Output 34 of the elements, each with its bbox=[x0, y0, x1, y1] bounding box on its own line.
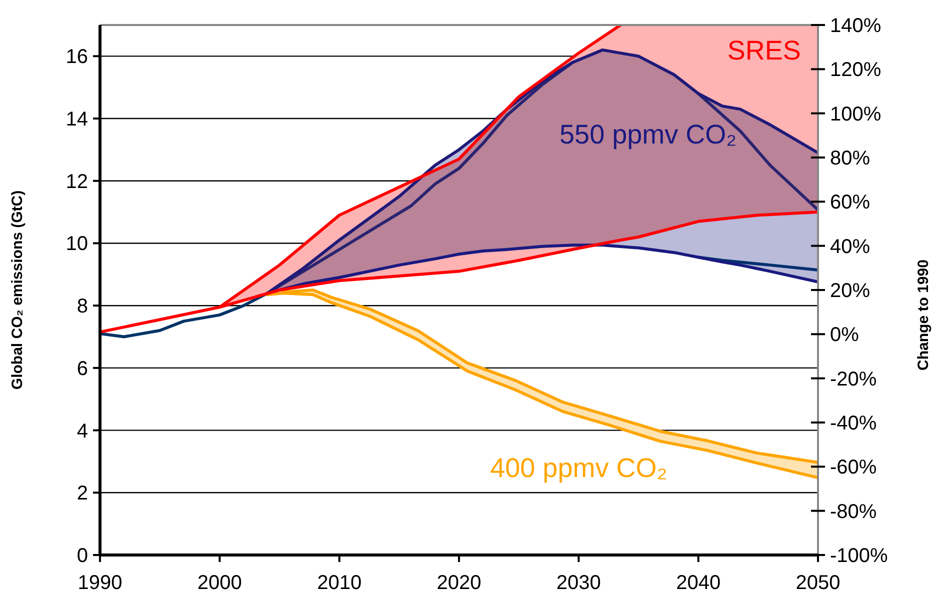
y2-tick-label: -80% bbox=[830, 500, 877, 523]
y2-tick-label: -100% bbox=[830, 545, 888, 567]
y-tick-label: 2 bbox=[76, 482, 88, 505]
y2-tick-label: 0% bbox=[830, 324, 860, 346]
y2-tick-label: -20% bbox=[830, 368, 877, 390]
series-label: 400 ppmv CO₂ bbox=[490, 453, 668, 484]
y2-tick-label: 20% bbox=[830, 280, 870, 302]
x-tick-label: 2020 bbox=[436, 572, 482, 594]
y2-tick-label: 120% bbox=[830, 59, 882, 82]
text: 550 ppmv CO₂ bbox=[560, 120, 737, 150]
x-tick-label: 2000 bbox=[197, 572, 242, 594]
y2-axis-title: Change to 1990 bbox=[915, 260, 932, 370]
y2-tick-label: 100% bbox=[830, 103, 882, 126]
y-tick-label: 4 bbox=[76, 420, 88, 442]
y-axis-title: Global CO₂ emissions (GtC) bbox=[9, 190, 26, 390]
y-tick-label: 6 bbox=[76, 358, 88, 380]
y2-tick-label: -40% bbox=[830, 412, 877, 434]
y-tick-label: 12 bbox=[66, 170, 88, 193]
x-tick-label: 2030 bbox=[556, 572, 601, 594]
y-tick-label: 14 bbox=[66, 108, 88, 131]
x-tick-label: 2010 bbox=[317, 572, 362, 594]
y2-tick-label: 140% bbox=[830, 15, 882, 37]
y-tick-label: 8 bbox=[76, 296, 88, 318]
x-tick-label: 2040 bbox=[676, 572, 721, 594]
x-tick-label: 2050 bbox=[796, 572, 840, 594]
y2-tick-label: -60% bbox=[830, 456, 877, 479]
x-tick-label: 1990 bbox=[78, 572, 122, 594]
y-tick-label: 10 bbox=[66, 233, 88, 256]
y2-tick-label: 40% bbox=[830, 236, 870, 258]
text: SRES bbox=[727, 35, 801, 66]
y-tick-label: 16 bbox=[66, 46, 88, 68]
y2-tick-label: 80% bbox=[830, 148, 870, 170]
y-tick-label: 0 bbox=[76, 545, 88, 567]
y2-tick-label: 60% bbox=[830, 192, 870, 214]
